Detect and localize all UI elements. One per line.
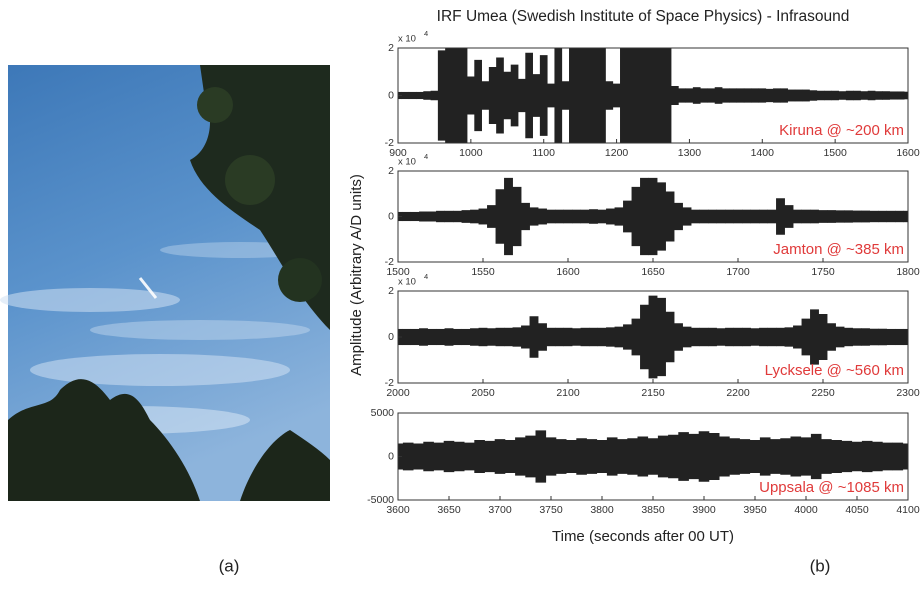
x-tick-label: 2150: [641, 387, 665, 399]
plot-area: [398, 295, 908, 379]
y-tick-label: -2: [385, 377, 394, 389]
x-tick-label: 1650: [641, 266, 665, 278]
y-tick-label: 0: [388, 450, 394, 462]
scale-label: x 10: [398, 34, 416, 45]
x-tick-label: 2250: [811, 387, 835, 399]
x-tick-label: 3950: [743, 504, 767, 516]
x-axis-label: Time (seconds after 00 UT): [552, 528, 734, 545]
plot-area: [398, 177, 908, 256]
panel-label: (b): [810, 556, 831, 575]
x-tick-label: 2300: [896, 387, 920, 399]
station-label: Kiruna @ ~200 km: [779, 122, 904, 139]
y-tick-label: -2: [385, 137, 394, 149]
scale-exponent: 4: [424, 272, 428, 281]
y-axis-label: Amplitude (Arbitrary A/D units): [348, 174, 365, 376]
station-label: Jamton @ ~385 km: [773, 241, 904, 258]
station-label: Uppsala @ ~1085 km: [759, 479, 904, 496]
x-tick-label: 3900: [692, 504, 716, 516]
x-tick-label: 1600: [896, 147, 920, 159]
x-tick-label: 900: [389, 147, 407, 159]
x-tick-label: 2100: [556, 387, 580, 399]
x-tick-label: 4050: [845, 504, 869, 516]
y-tick-label: 5000: [371, 407, 395, 419]
x-tick-label: 3800: [590, 504, 614, 516]
x-tick-label: 1200: [605, 147, 629, 159]
x-tick-label: 1750: [811, 266, 835, 278]
x-tick-label: 1000: [459, 147, 483, 159]
y-tick-label: 2: [388, 165, 394, 177]
x-tick-label: 3600: [386, 504, 410, 516]
y-tick-label: 0: [388, 89, 394, 101]
x-tick-label: 1500: [386, 266, 410, 278]
y-tick-label: 2: [388, 42, 394, 54]
x-tick-label: 1550: [471, 266, 495, 278]
y-tick-label: -2: [385, 256, 394, 268]
x-tick-label: 2050: [471, 387, 495, 399]
x-tick-label: 1500: [823, 147, 847, 159]
y-tick-label: 0: [388, 210, 394, 222]
plot-area: [398, 48, 908, 143]
x-tick-label: 3750: [539, 504, 563, 516]
x-tick-label: 4000: [794, 504, 818, 516]
x-tick-label: 4100: [896, 504, 920, 516]
x-tick-label: 1600: [556, 266, 580, 278]
scale-label: x 10: [398, 157, 416, 168]
x-tick-label: 3850: [641, 504, 665, 516]
x-tick-label: 2200: [726, 387, 750, 399]
x-tick-label: 2000: [386, 387, 410, 399]
x-tick-label: 1300: [678, 147, 702, 159]
x-tick-label: 1700: [726, 266, 750, 278]
panel-label: (a): [219, 556, 240, 575]
station-label: Lycksele @ ~560 km: [765, 362, 904, 379]
photo: [0, 65, 330, 501]
plot-area: [398, 430, 908, 483]
x-tick-label: 3700: [488, 504, 512, 516]
x-tick-label: 1800: [896, 266, 920, 278]
y-tick-label: 2: [388, 285, 394, 297]
x-tick-label: 1400: [751, 147, 775, 159]
scale-exponent: 4: [424, 29, 428, 38]
x-tick-label: 1100: [532, 147, 555, 159]
scale-exponent: 4: [424, 152, 428, 161]
y-tick-label: -5000: [367, 494, 394, 506]
y-tick-label: 0: [388, 331, 394, 343]
chart-title: IRF Umea (Swedish Institute of Space Phy…: [437, 8, 850, 25]
scale-label: x 10: [398, 277, 416, 288]
x-tick-label: 3650: [437, 504, 461, 516]
